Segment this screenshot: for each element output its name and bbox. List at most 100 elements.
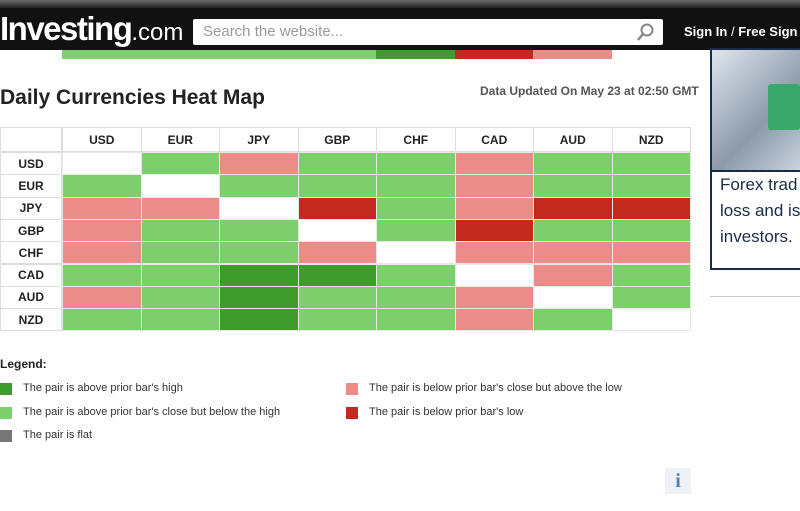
heat-cell xyxy=(62,218,142,243)
legend-swatch xyxy=(346,406,358,419)
heat-cell xyxy=(219,308,299,332)
heat-cell xyxy=(62,152,142,176)
heat-cell xyxy=(533,263,613,287)
row-header: AUD xyxy=(0,285,62,310)
ad-text: Forex trad loss and is investors. xyxy=(712,172,800,268)
legend-text: The pair is above prior bar's close but … xyxy=(23,405,281,418)
heat-cell xyxy=(533,152,613,176)
heat-cell xyxy=(219,152,299,176)
row-header: CAD xyxy=(0,263,62,287)
heat-cell xyxy=(533,308,613,332)
column-header: AUD xyxy=(533,127,613,152)
ad-button[interactable] xyxy=(768,84,800,130)
heat-cell xyxy=(62,285,142,310)
search-icon xyxy=(637,23,654,41)
legend-swatch xyxy=(346,383,358,395)
divider xyxy=(710,296,800,297)
heat-cell xyxy=(454,196,534,220)
header-fade xyxy=(0,0,800,8)
auth-links: Sign In / Free Sign xyxy=(684,24,797,39)
heat-cell xyxy=(62,174,142,198)
heat-cell xyxy=(219,174,299,198)
row-header: JPY xyxy=(0,196,62,220)
legend-text: The pair is above prior bar's high xyxy=(23,382,183,394)
legend-text: The pair is below prior bar's low xyxy=(369,405,524,418)
heat-cell xyxy=(140,241,220,265)
heat-cell xyxy=(297,263,377,287)
heat-cell xyxy=(454,241,534,265)
heat-cell xyxy=(140,196,220,220)
heat-cell xyxy=(297,196,377,220)
heat-cell xyxy=(297,241,377,265)
logo[interactable]: Investing.com xyxy=(0,10,183,48)
heat-cell xyxy=(297,285,377,310)
heat-cell xyxy=(454,152,534,176)
heat-cell xyxy=(297,174,377,198)
row-header: EUR xyxy=(0,174,62,198)
heat-cell xyxy=(611,152,691,176)
heat-cell xyxy=(219,285,299,310)
info-button[interactable]: i xyxy=(665,468,691,494)
heat-cell xyxy=(376,263,456,287)
column-header: EUR xyxy=(140,127,220,152)
heat-cell xyxy=(454,174,534,198)
previous-row-strip xyxy=(0,50,690,59)
logo-suffix: .com xyxy=(131,19,184,46)
heat-cell xyxy=(140,174,220,198)
ad-line: investors. xyxy=(720,227,793,246)
update-time: Data Updated On May 23 at 02:50 GMT xyxy=(480,84,699,98)
heat-cell xyxy=(62,241,142,265)
heat-cell xyxy=(611,263,691,287)
heat-cell xyxy=(454,218,534,243)
legend-text: The pair is below prior bar's close but … xyxy=(369,382,622,394)
sign-in[interactable]: Sign In xyxy=(684,24,728,39)
heat-cell xyxy=(376,308,456,332)
heat-cell xyxy=(611,174,691,198)
heat-cell xyxy=(140,218,220,243)
heat-cell xyxy=(611,196,691,220)
heat-cell xyxy=(454,308,534,332)
separator: / xyxy=(730,24,735,39)
heat-cell xyxy=(219,241,299,265)
column-header: JPY xyxy=(219,127,299,152)
row-header: USD xyxy=(0,152,62,176)
column-header: CHF xyxy=(376,127,456,152)
heat-cell xyxy=(376,241,456,265)
heat-cell xyxy=(219,218,299,243)
legend-text: The pair is flat xyxy=(23,429,93,441)
heat-cell xyxy=(533,285,613,310)
column-header: NZD xyxy=(611,127,691,152)
free-sign-up[interactable]: Free Sign xyxy=(738,24,798,39)
heat-cell xyxy=(297,308,377,332)
heat-cell xyxy=(376,174,456,198)
heat-cell xyxy=(219,196,299,220)
row-header: GBP xyxy=(0,218,62,243)
search-box[interactable]: Search the website... xyxy=(193,19,663,45)
row-header: NZD xyxy=(0,308,62,332)
heat-cell xyxy=(533,241,613,265)
heat-cell xyxy=(611,241,691,265)
column-header: USD xyxy=(62,127,142,152)
row-header: CHF xyxy=(0,241,62,265)
heat-cell xyxy=(140,152,220,176)
heat-cell xyxy=(611,285,691,310)
corner-cell xyxy=(0,127,62,152)
search-placeholder: Search the website... xyxy=(203,23,344,40)
legend-swatch xyxy=(0,383,12,395)
heat-cell xyxy=(219,263,299,287)
column-header: CAD xyxy=(454,127,534,152)
heat-cell xyxy=(376,196,456,220)
logo-text: Investing xyxy=(0,10,133,47)
heat-cell xyxy=(297,152,377,176)
heat-cell xyxy=(140,308,220,332)
heat-cell xyxy=(376,285,456,310)
heat-cell xyxy=(533,196,613,220)
legend-heading: Legend: xyxy=(0,357,47,371)
heat-cell xyxy=(611,308,691,332)
heat-cell xyxy=(140,285,220,310)
heat-cell xyxy=(376,218,456,243)
heat-cell xyxy=(454,285,534,310)
ad-line: Forex trad xyxy=(720,175,798,194)
heat-cell xyxy=(62,308,142,332)
